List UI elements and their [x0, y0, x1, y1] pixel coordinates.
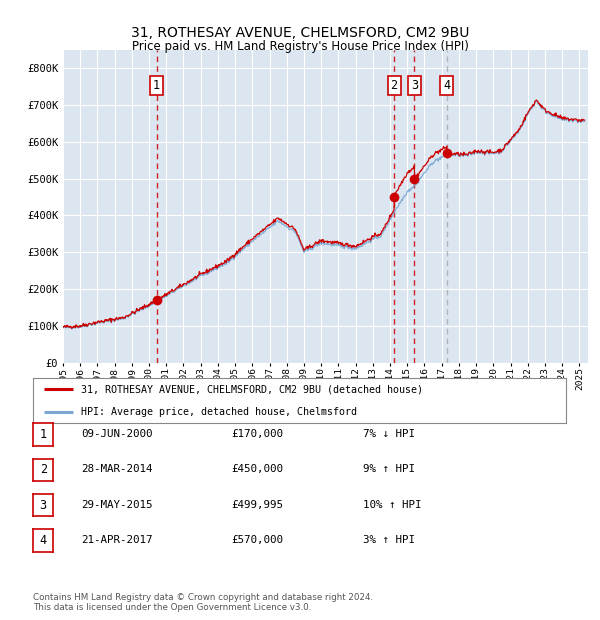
Text: 09-JUN-2000: 09-JUN-2000	[81, 429, 152, 439]
Text: 21-APR-2017: 21-APR-2017	[81, 535, 152, 545]
Text: £170,000: £170,000	[231, 429, 283, 439]
Text: 28-MAR-2014: 28-MAR-2014	[81, 464, 152, 474]
Text: £570,000: £570,000	[231, 535, 283, 545]
Text: 31, ROTHESAY AVENUE, CHELMSFORD, CM2 9BU (detached house): 31, ROTHESAY AVENUE, CHELMSFORD, CM2 9BU…	[81, 384, 423, 394]
Text: £450,000: £450,000	[231, 464, 283, 474]
Text: HPI: Average price, detached house, Chelmsford: HPI: Average price, detached house, Chel…	[81, 407, 357, 417]
Text: Contains HM Land Registry data © Crown copyright and database right 2024.
This d: Contains HM Land Registry data © Crown c…	[33, 593, 373, 612]
Text: 4: 4	[40, 534, 47, 547]
Text: £499,995: £499,995	[231, 500, 283, 510]
Text: 2: 2	[40, 464, 47, 476]
Text: 31, ROTHESAY AVENUE, CHELMSFORD, CM2 9BU: 31, ROTHESAY AVENUE, CHELMSFORD, CM2 9BU	[131, 26, 469, 40]
Text: 3% ↑ HPI: 3% ↑ HPI	[363, 535, 415, 545]
Text: 9% ↑ HPI: 9% ↑ HPI	[363, 464, 415, 474]
Text: 10% ↑ HPI: 10% ↑ HPI	[363, 500, 421, 510]
Text: 2: 2	[391, 79, 398, 92]
Text: 3: 3	[411, 79, 418, 92]
Text: Price paid vs. HM Land Registry's House Price Index (HPI): Price paid vs. HM Land Registry's House …	[131, 40, 469, 53]
Text: 7% ↓ HPI: 7% ↓ HPI	[363, 429, 415, 439]
Text: 1: 1	[40, 428, 47, 441]
Text: 3: 3	[40, 499, 47, 511]
Text: 4: 4	[443, 79, 451, 92]
Text: 29-MAY-2015: 29-MAY-2015	[81, 500, 152, 510]
Text: 1: 1	[153, 79, 160, 92]
